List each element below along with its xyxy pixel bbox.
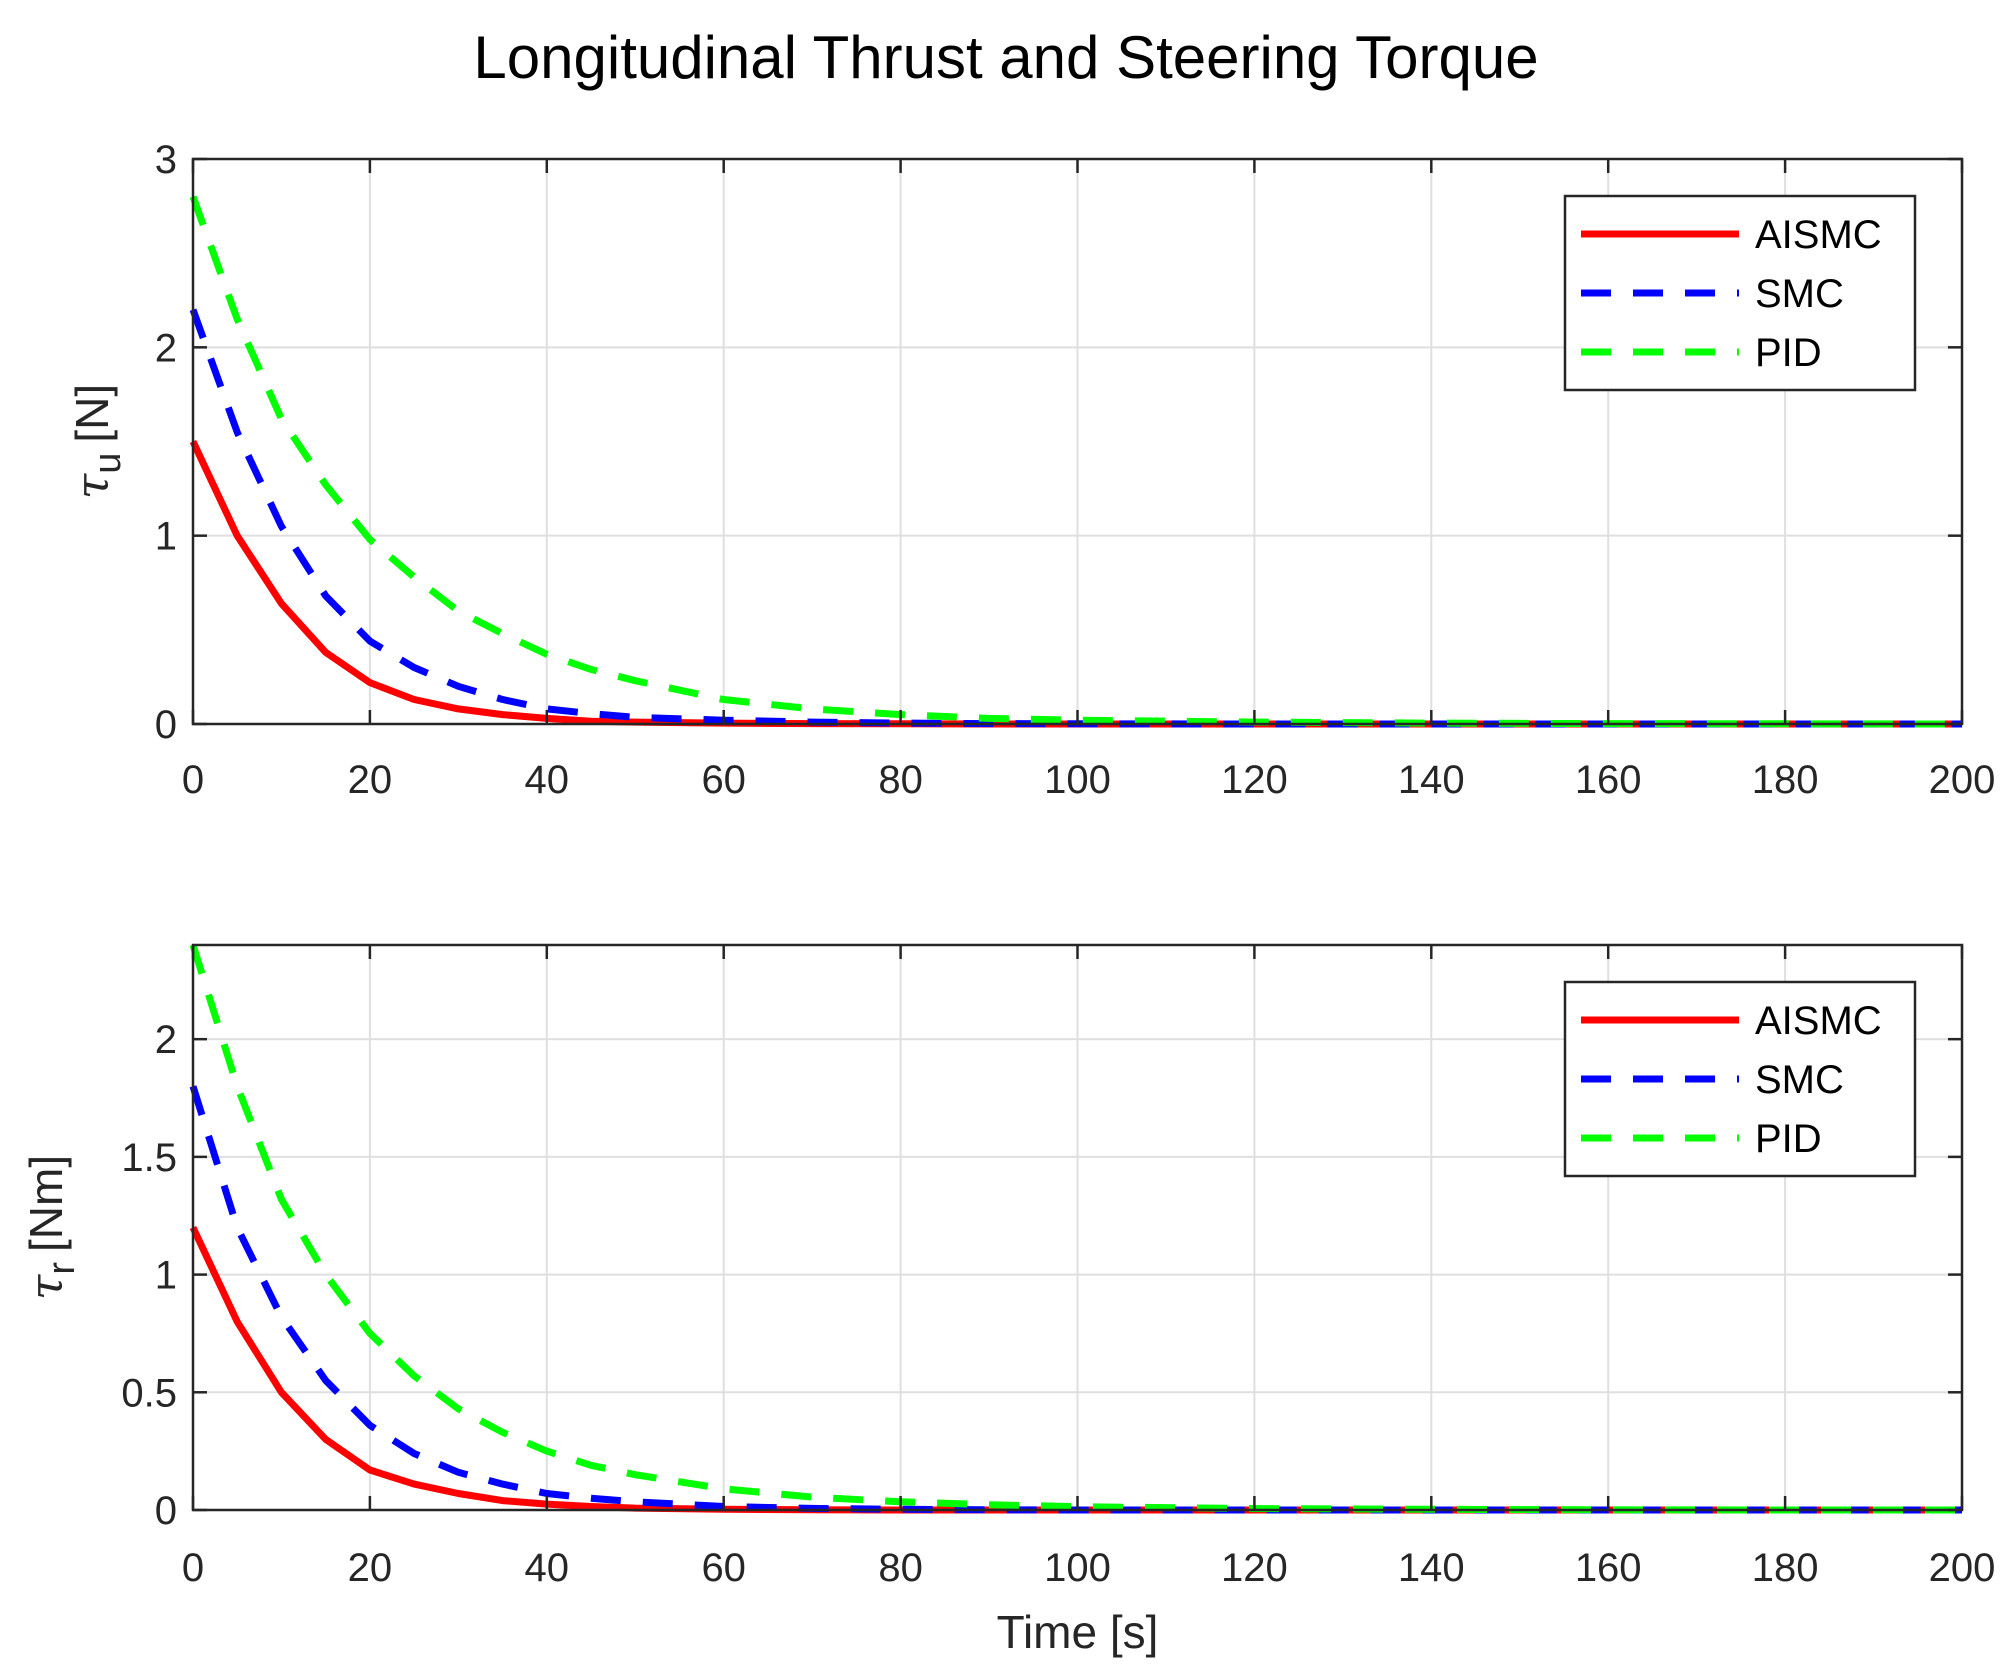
chart1-x-tick-label: 140	[1398, 758, 1465, 802]
chart1-x-tick-label: 80	[878, 758, 923, 802]
chart2-x-tick-label: 120	[1221, 1546, 1288, 1590]
chart1-x-tick-label: 0	[182, 758, 204, 802]
chart2-x-tick-label: 100	[1044, 1546, 1111, 1590]
chart1-y-axis-label: τu [N]	[65, 384, 129, 499]
chart2-x-tick-label: 180	[1752, 1546, 1819, 1590]
chart2-legend-box	[1563, 980, 1917, 1178]
chart1-y-tick-label: 3	[155, 138, 177, 182]
chart2-x-tick-label: 160	[1575, 1546, 1642, 1590]
chart2-y-label-unit: [Nm]	[20, 1155, 72, 1252]
chart2-y-tick-label: 1.5	[121, 1136, 177, 1180]
chart2-y-label-subscript: r	[41, 1262, 83, 1275]
chart1-legend-box	[1563, 194, 1917, 392]
chart1-x-tick-label: 180	[1752, 758, 1819, 802]
chart2-y-tick-label: 1	[155, 1254, 177, 1298]
chart1-x-tick-label: 60	[701, 758, 746, 802]
chart1-series-smc	[189, 308, 1962, 728]
chart2-x-axis-label: Time [s]	[997, 1606, 1159, 1658]
chart2-legend-label-aismc: AISMC	[1755, 999, 1882, 1043]
chart1-x-tick-label: 120	[1221, 758, 1288, 802]
chart2-y-axis-label: τr [Nm]	[19, 1155, 83, 1300]
chart1-y-tick-label: 1	[155, 515, 177, 559]
chart1-x-tick-label: 160	[1575, 758, 1642, 802]
chart2-x-tick-label: 200	[1929, 1546, 1996, 1590]
chart2-x-tick-label: 140	[1398, 1546, 1465, 1590]
thrust-chart: 0 20 40 60 80 100 120 140 160 180 200 0 1 2 3 τu [N] AISM…	[65, 138, 1995, 802]
chart1-x-tick-label: 100	[1044, 758, 1111, 802]
chart1-x-tick-label: 20	[348, 758, 393, 802]
chart1-legend-label-smc: SMC	[1755, 272, 1844, 316]
chart2-x-tick-label: 80	[878, 1546, 923, 1590]
chart2-y-tick-label: 2	[155, 1018, 177, 1062]
chart1-legend: AISMC SMC PID	[1563, 194, 1917, 392]
chart2-x-tick-label: 60	[701, 1546, 746, 1590]
chart1-y-label-symbol: τ	[65, 472, 119, 499]
figure-title: Longitudinal Thrust and Steering Torque	[473, 24, 1538, 91]
chart2-legend-label-pid: PID	[1755, 1117, 1822, 1161]
chart1-x-tick-label: 40	[525, 758, 570, 802]
chart2-legend-label-smc: SMC	[1755, 1058, 1844, 1102]
chart2-x-tick-label: 20	[348, 1546, 393, 1590]
chart1-y-tick-label: 0	[155, 703, 177, 747]
chart1-legend-label-pid: PID	[1755, 331, 1822, 375]
chart2-y-tick-label: 0.5	[121, 1371, 177, 1415]
chart1-y-label-unit: [N]	[66, 384, 118, 443]
chart1-x-tick-label: 200	[1929, 758, 1996, 802]
chart1-y-tick-label: 2	[155, 326, 177, 370]
chart2-x-tick-label: 0	[182, 1546, 204, 1590]
chart1-legend-label-aismc: AISMC	[1755, 213, 1882, 257]
chart2-y-label-symbol: τ	[19, 1273, 73, 1300]
torque-chart: 0 20 40 60 80 100 120 140 160 180 200 0 0.5 1 1.5 2 τr [N…	[19, 943, 1996, 1658]
chart2-y-tick-label: 0	[155, 1489, 177, 1533]
chart1-y-label-subscript: u	[87, 453, 129, 474]
chart2-legend: AISMC SMC PID	[1563, 980, 1917, 1178]
chart2-x-tick-label: 40	[525, 1546, 570, 1590]
